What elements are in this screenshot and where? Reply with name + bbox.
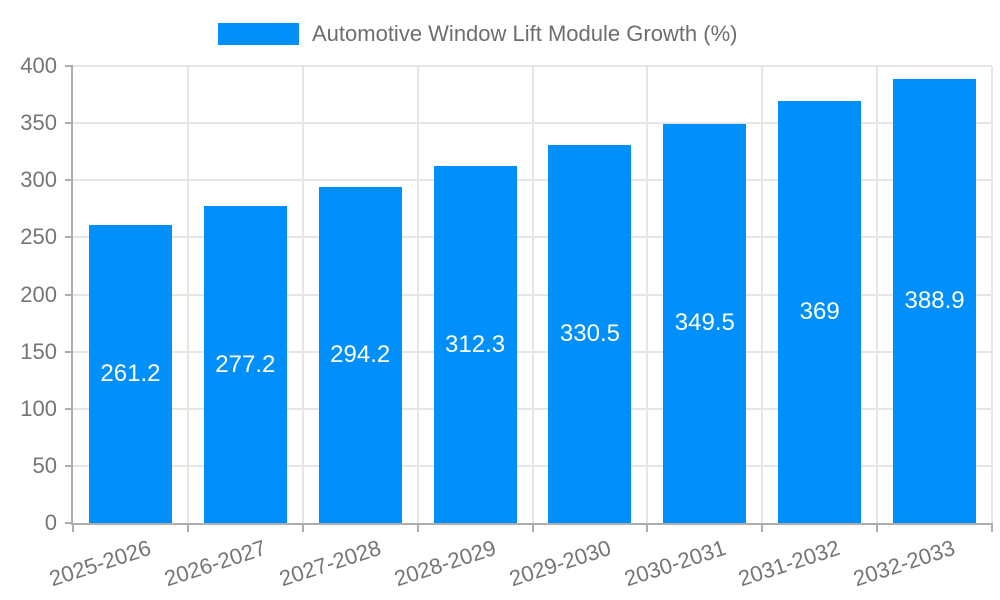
gridline-vertical bbox=[761, 66, 764, 523]
gridline-vertical bbox=[876, 66, 879, 523]
y-axis-label: 0 bbox=[44, 510, 57, 535]
x-tick-mark bbox=[991, 523, 993, 532]
gridline-vertical bbox=[646, 66, 649, 523]
x-tick-mark bbox=[876, 523, 879, 532]
y-tick-mark bbox=[65, 464, 73, 467]
x-axis-label: 2031-2032 bbox=[735, 535, 844, 592]
x-tick-mark bbox=[761, 523, 764, 532]
x-axis-label: 2030-2031 bbox=[620, 535, 729, 592]
x-tick-mark bbox=[301, 523, 304, 532]
bar[interactable]: 349.5 bbox=[663, 123, 747, 523]
bar[interactable]: 312.3 bbox=[433, 166, 517, 523]
x-axis-label: 2026-2027 bbox=[161, 535, 270, 592]
x-tick-mark bbox=[646, 523, 649, 532]
bar[interactable]: 294.2 bbox=[318, 186, 402, 523]
bar[interactable]: 330.5 bbox=[548, 145, 632, 523]
y-tick-mark bbox=[65, 522, 73, 524]
y-tick-mark bbox=[65, 179, 73, 182]
y-axis-label: 50 bbox=[32, 452, 57, 478]
gridline-vertical bbox=[186, 66, 189, 523]
x-axis-label: 2029-2030 bbox=[505, 535, 614, 592]
y-axis-label: 100 bbox=[20, 395, 57, 421]
x-axis-label: 2025-2026 bbox=[46, 535, 155, 592]
legend-swatch-icon bbox=[218, 23, 299, 45]
gridline-vertical bbox=[301, 66, 304, 523]
x-tick-mark bbox=[531, 523, 534, 532]
x-axis-label: 2027-2028 bbox=[276, 535, 384, 592]
y-tick-mark bbox=[65, 350, 73, 353]
y-tick-mark bbox=[65, 293, 73, 296]
x-axis-line bbox=[71, 523, 992, 525]
gridline-vertical bbox=[416, 66, 419, 523]
y-axis-label: 150 bbox=[20, 338, 57, 364]
legend-label: Automotive Window Lift Module Growth (%) bbox=[312, 21, 738, 46]
bar-value-label: 277.2 bbox=[215, 350, 276, 378]
bar[interactable]: 261.2 bbox=[88, 224, 172, 523]
bar-value-label: 388.9 bbox=[904, 286, 965, 314]
y-axis-label: 400 bbox=[20, 53, 57, 78]
bar-value-label: 369 bbox=[799, 298, 840, 326]
x-tick-mark bbox=[416, 523, 419, 532]
bar[interactable]: 388.9 bbox=[893, 78, 977, 523]
x-axis-label: 2028-2029 bbox=[390, 535, 499, 592]
bar[interactable]: 369 bbox=[778, 101, 862, 523]
y-axis-label: 350 bbox=[20, 110, 57, 136]
bar-value-label: 261.2 bbox=[100, 359, 161, 387]
bar-value-label: 312.3 bbox=[445, 330, 506, 358]
x-tick-mark bbox=[72, 523, 74, 532]
x-axis-label: 2032-2033 bbox=[850, 535, 959, 592]
bar[interactable]: 277.2 bbox=[203, 206, 287, 523]
gridline-vertical bbox=[991, 66, 993, 523]
y-tick-mark bbox=[65, 122, 73, 125]
bar-value-label: 330.5 bbox=[559, 320, 620, 348]
bar-value-label: 349.5 bbox=[674, 309, 735, 337]
y-tick-mark bbox=[65, 407, 73, 410]
x-tick-mark bbox=[186, 523, 189, 532]
bar-value-label: 294.2 bbox=[330, 340, 391, 368]
legend[interactable]: Automotive Window Lift Module Growth (%) bbox=[218, 21, 738, 47]
y-tick-mark bbox=[65, 236, 73, 239]
y-axis-line bbox=[71, 66, 73, 523]
y-axis-label: 200 bbox=[20, 281, 57, 307]
y-axis-label: 250 bbox=[20, 224, 57, 250]
gridline-vertical bbox=[531, 66, 534, 523]
y-tick-mark bbox=[65, 65, 73, 67]
y-axis-label: 300 bbox=[20, 167, 57, 193]
